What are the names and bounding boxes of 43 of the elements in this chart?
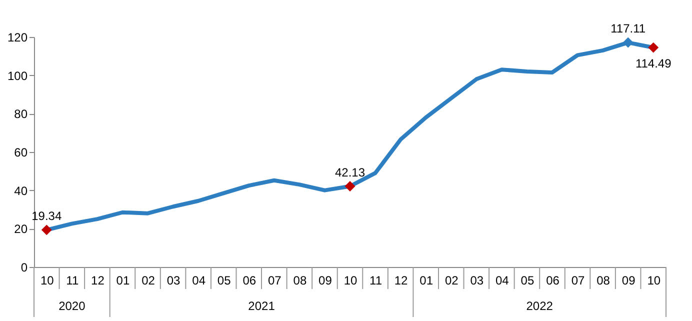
x-tick-label: 02: [444, 274, 459, 288]
x-tick-label: 03: [166, 274, 181, 288]
y-tick-label: 60: [14, 146, 28, 160]
data-label: 117.11: [610, 22, 646, 36]
x-tick-label: 01: [116, 274, 130, 288]
point: [622, 37, 634, 48]
x-tick-label: 05: [520, 274, 534, 288]
x-tick-label: 02: [142, 274, 156, 288]
y-tick-label: 0: [20, 260, 28, 274]
data-label: 19.34: [32, 208, 62, 223]
y-tick-label: 100: [7, 68, 28, 83]
data-label: 42.13: [334, 165, 366, 180]
x-tick-label: 06: [242, 274, 256, 288]
x-tick-label: 08: [293, 274, 307, 288]
y-tick-label: 20: [14, 222, 28, 236]
y-tick-label: 80: [14, 107, 28, 122]
x-tick-label: 10: [344, 274, 358, 288]
y-tick-label: 120: [7, 30, 28, 44]
x-tick-label: 12: [394, 274, 408, 288]
point: [344, 181, 356, 192]
x-tick-label: 04: [496, 274, 510, 288]
text: 2021: [248, 299, 276, 313]
x-tick-label: 04: [192, 274, 206, 288]
x-tick-label: 12: [91, 274, 105, 288]
x-tick-label: 03: [470, 274, 484, 288]
y-tick-label: 40: [14, 184, 28, 198]
x-tick-label: 08: [596, 274, 610, 288]
x-tick-label: 11: [370, 274, 382, 288]
point: [41, 224, 52, 236]
x-tick-label: 10: [647, 274, 661, 288]
x-tick-label: 09: [318, 274, 332, 288]
x-tick-label: 09: [622, 274, 636, 288]
x-tick-label: 05: [217, 274, 232, 288]
x-tick-label: 10: [40, 274, 54, 288]
x-tick-label: 01: [420, 274, 434, 288]
x-tick-label: 07: [571, 274, 586, 288]
x-tick-label: 07: [268, 274, 282, 288]
data-label: 114.49: [635, 56, 672, 71]
text: 2020: [58, 299, 86, 313]
point: [648, 42, 659, 53]
x-tick-label: 06: [546, 274, 560, 288]
x-tick-label: 11: [66, 274, 79, 288]
text: 2022: [526, 299, 554, 313]
